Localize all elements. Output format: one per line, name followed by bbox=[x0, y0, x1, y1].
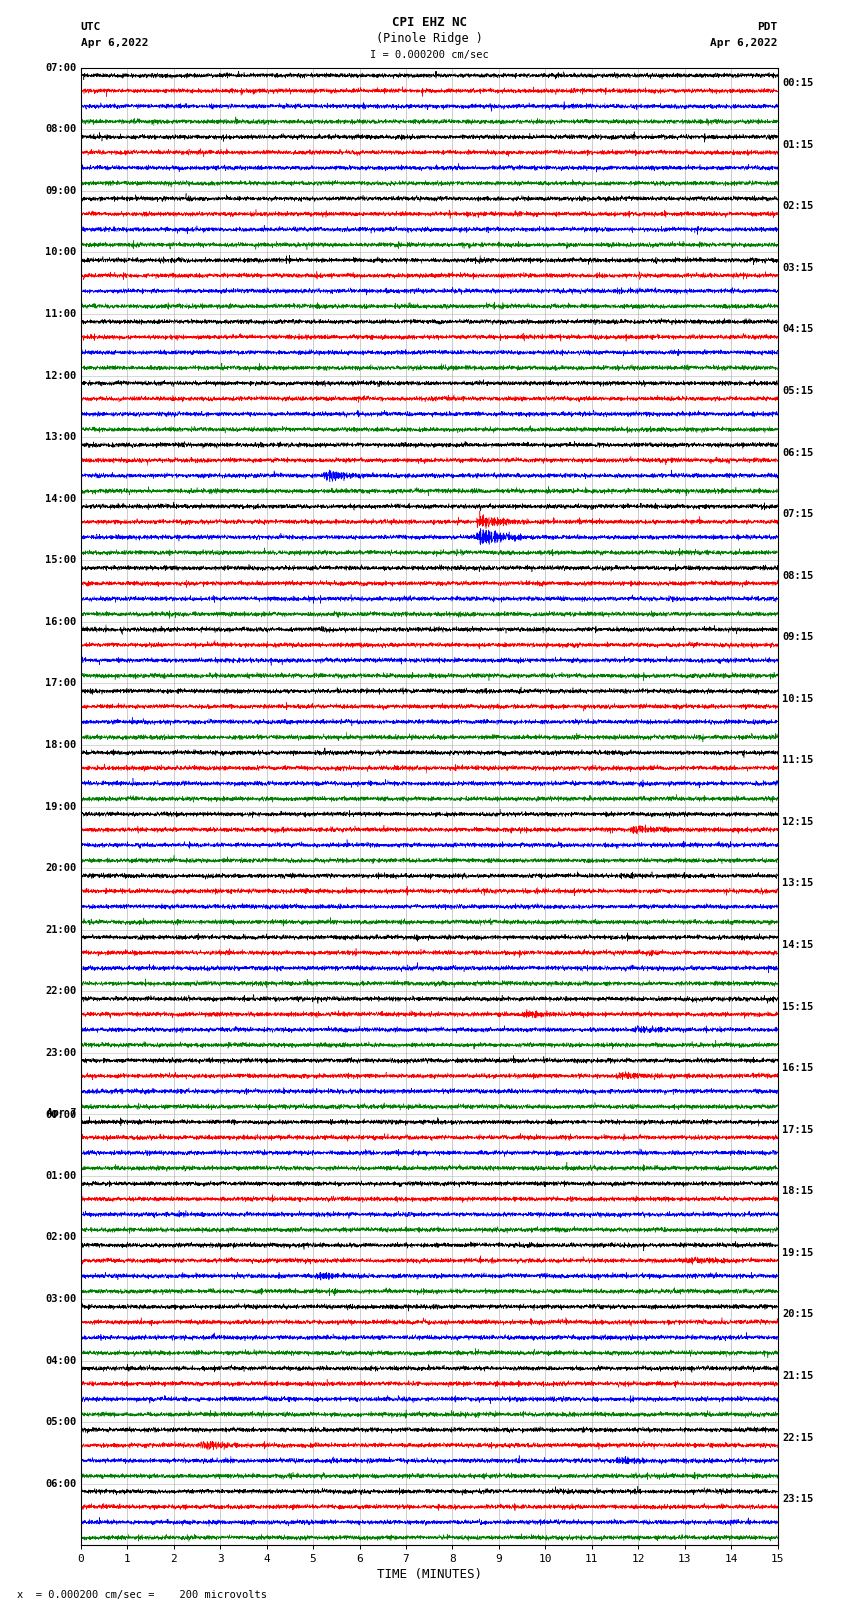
Text: 02:00: 02:00 bbox=[45, 1232, 76, 1242]
Text: 23:00: 23:00 bbox=[45, 1048, 76, 1058]
Text: 22:15: 22:15 bbox=[782, 1432, 813, 1442]
Text: 14:15: 14:15 bbox=[782, 940, 813, 950]
Text: 09:00: 09:00 bbox=[45, 185, 76, 195]
Text: 08:15: 08:15 bbox=[782, 571, 813, 581]
Text: 12:15: 12:15 bbox=[782, 816, 813, 827]
Text: 05:15: 05:15 bbox=[782, 386, 813, 395]
Text: 13:00: 13:00 bbox=[45, 432, 76, 442]
Text: 17:15: 17:15 bbox=[782, 1124, 813, 1134]
Text: 21:00: 21:00 bbox=[45, 924, 76, 934]
Text: PDT: PDT bbox=[757, 23, 778, 32]
Text: 08:00: 08:00 bbox=[45, 124, 76, 134]
Text: 06:15: 06:15 bbox=[782, 447, 813, 458]
Text: 18:00: 18:00 bbox=[45, 740, 76, 750]
Text: 05:00: 05:00 bbox=[45, 1418, 76, 1428]
Text: I = 0.000200 cm/sec: I = 0.000200 cm/sec bbox=[370, 50, 489, 60]
Text: 19:15: 19:15 bbox=[782, 1248, 813, 1258]
Text: 15:00: 15:00 bbox=[45, 555, 76, 565]
Text: 13:15: 13:15 bbox=[782, 879, 813, 889]
Text: 16:15: 16:15 bbox=[782, 1063, 813, 1073]
Text: 01:15: 01:15 bbox=[782, 140, 813, 150]
Text: 10:15: 10:15 bbox=[782, 694, 813, 703]
Text: 23:15: 23:15 bbox=[782, 1494, 813, 1503]
Text: 18:15: 18:15 bbox=[782, 1186, 813, 1197]
Text: 22:00: 22:00 bbox=[45, 986, 76, 997]
X-axis label: TIME (MINUTES): TIME (MINUTES) bbox=[377, 1568, 482, 1581]
Text: 07:00: 07:00 bbox=[45, 63, 76, 73]
Text: CPI EHZ NC: CPI EHZ NC bbox=[392, 16, 467, 29]
Text: 01:00: 01:00 bbox=[45, 1171, 76, 1181]
Text: 07:15: 07:15 bbox=[782, 510, 813, 519]
Text: 04:00: 04:00 bbox=[45, 1355, 76, 1366]
Text: Apr 6,2022: Apr 6,2022 bbox=[81, 39, 148, 48]
Text: 10:00: 10:00 bbox=[45, 247, 76, 258]
Text: UTC: UTC bbox=[81, 23, 101, 32]
Text: 20:00: 20:00 bbox=[45, 863, 76, 873]
Text: 03:15: 03:15 bbox=[782, 263, 813, 273]
Text: 17:00: 17:00 bbox=[45, 679, 76, 689]
Text: Apr 7: Apr 7 bbox=[47, 1108, 76, 1118]
Text: Apr 6,2022: Apr 6,2022 bbox=[711, 39, 778, 48]
Text: 19:00: 19:00 bbox=[45, 802, 76, 811]
Text: 00:00: 00:00 bbox=[45, 1110, 76, 1119]
Text: 00:15: 00:15 bbox=[782, 77, 813, 89]
Text: 14:00: 14:00 bbox=[45, 494, 76, 503]
Text: 15:15: 15:15 bbox=[782, 1002, 813, 1011]
Text: 02:15: 02:15 bbox=[782, 202, 813, 211]
Text: 03:00: 03:00 bbox=[45, 1294, 76, 1303]
Text: 12:00: 12:00 bbox=[45, 371, 76, 381]
Text: 06:00: 06:00 bbox=[45, 1479, 76, 1489]
Text: 21:15: 21:15 bbox=[782, 1371, 813, 1381]
Text: 16:00: 16:00 bbox=[45, 616, 76, 627]
Text: 09:15: 09:15 bbox=[782, 632, 813, 642]
Text: (Pinole Ridge ): (Pinole Ridge ) bbox=[376, 32, 483, 45]
Text: 11:15: 11:15 bbox=[782, 755, 813, 765]
Text: 11:00: 11:00 bbox=[45, 310, 76, 319]
Text: 04:15: 04:15 bbox=[782, 324, 813, 334]
Text: x  = 0.000200 cm/sec =    200 microvolts: x = 0.000200 cm/sec = 200 microvolts bbox=[17, 1590, 267, 1600]
Text: 20:15: 20:15 bbox=[782, 1310, 813, 1319]
